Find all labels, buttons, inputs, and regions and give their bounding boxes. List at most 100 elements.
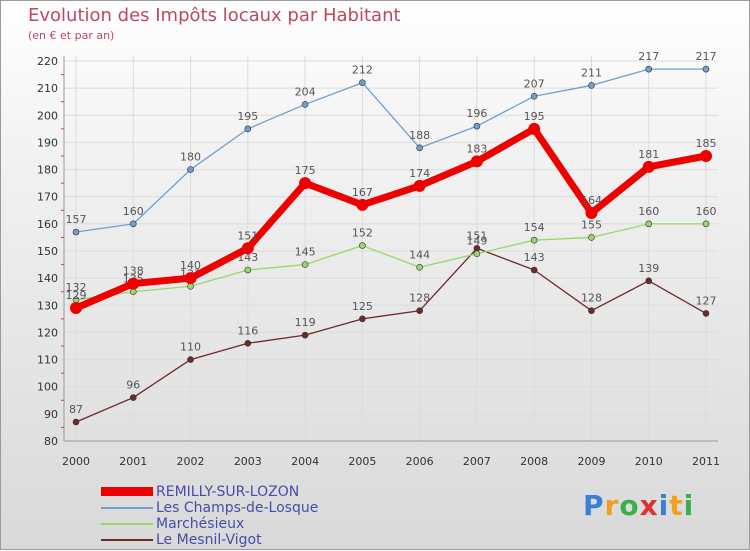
data-point (473, 122, 481, 130)
x-tick-label: 2000 (62, 455, 90, 468)
x-tick-label: 2011 (692, 455, 720, 468)
data-point (359, 315, 366, 323)
data-label: 211 (581, 66, 602, 79)
legend-swatch (101, 523, 153, 525)
data-point (356, 198, 369, 211)
x-tick-label: 2008 (520, 455, 548, 468)
x-tick-label: 2001 (119, 455, 147, 468)
data-point (129, 220, 137, 228)
legend-swatch (101, 487, 153, 496)
y-tick-label: 140 (37, 272, 58, 285)
y-tick-label: 190 (37, 136, 58, 149)
data-point (642, 160, 655, 173)
data-point (187, 282, 194, 290)
logo-letter: o (619, 489, 640, 522)
data-point (588, 234, 595, 241)
data-label: 160 (696, 205, 717, 218)
data-label: 149 (466, 235, 487, 248)
y-tick-label: 80 (44, 435, 58, 448)
data-point (301, 331, 309, 339)
data-label: 174 (409, 167, 430, 180)
data-label: 217 (638, 50, 659, 63)
legend-label: REMILLY-SUR-LOZON (156, 484, 300, 500)
data-label: 160 (123, 205, 144, 218)
data-point (359, 79, 366, 87)
y-tick-label: 150 (37, 245, 58, 258)
y-tick-label: 160 (37, 218, 58, 231)
data-point (244, 266, 252, 274)
data-point (645, 65, 653, 73)
data-label: 212 (352, 64, 373, 77)
data-label: 217 (696, 50, 717, 63)
data-label: 195 (237, 110, 258, 123)
data-label: 180 (180, 151, 201, 164)
data-point (528, 122, 541, 135)
data-label: 204 (295, 85, 316, 98)
logo-letter: r (604, 489, 620, 522)
data-label: 154 (524, 221, 545, 234)
data-label: 155 (581, 218, 602, 231)
x-tick-label: 2004 (291, 455, 319, 468)
chart-title: Evolution des Impôts locaux par Habitant (28, 5, 401, 26)
data-label: 160 (638, 205, 659, 218)
data-label: 164 (581, 194, 602, 207)
data-label: 167 (352, 186, 373, 199)
data-point (359, 242, 366, 249)
data-point (530, 266, 538, 274)
data-point (645, 277, 653, 285)
data-point (530, 236, 538, 244)
y-tick-label: 220 (37, 55, 58, 68)
y-tick-label: 200 (37, 109, 58, 122)
data-point (184, 272, 197, 285)
data-label: 181 (638, 148, 659, 161)
y-tick-label: 120 (37, 326, 58, 339)
logo-letter: i (683, 489, 695, 522)
data-point (70, 302, 82, 314)
data-point (473, 250, 481, 258)
data-label: 143 (524, 251, 545, 264)
data-point (244, 339, 252, 347)
data-point (72, 418, 80, 426)
legend-label: Les Champs-de-Losque (156, 500, 319, 516)
data-point (301, 101, 309, 108)
data-point (299, 177, 312, 190)
data-label: 195 (524, 110, 545, 123)
data-point (645, 220, 653, 228)
x-tick-label: 2007 (463, 455, 491, 468)
data-point (702, 220, 710, 228)
x-tick-label: 2006 (406, 455, 434, 468)
data-point (72, 228, 80, 236)
y-tick-label: 90 (44, 408, 58, 421)
x-tick-label: 2002 (177, 455, 205, 468)
data-point (530, 92, 538, 100)
legend-swatch (101, 539, 153, 541)
data-label: 157 (66, 213, 87, 226)
y-tick-label: 130 (37, 299, 58, 312)
data-point (301, 261, 309, 268)
legend-swatch (101, 507, 153, 509)
series-line (74, 125, 707, 312)
proxiti-logo: Proxiti (583, 489, 694, 522)
data-label: 138 (123, 265, 144, 278)
data-label: 144 (409, 248, 430, 261)
data-point (585, 207, 598, 219)
data-point (588, 307, 595, 315)
data-label: 183 (466, 142, 487, 155)
y-tick-label: 210 (37, 82, 58, 95)
data-point (416, 263, 423, 271)
data-point (413, 179, 426, 192)
data-label: 139 (638, 262, 659, 275)
data-point (129, 288, 137, 296)
logo-letter: P (583, 489, 605, 522)
x-tick-label: 2003 (234, 455, 262, 468)
data-label: 116 (237, 324, 258, 337)
plot-area (64, 56, 718, 441)
data-point (187, 356, 194, 363)
data-label: 196 (466, 107, 487, 120)
y-tick-label: 170 (37, 191, 58, 204)
data-label: 132 (66, 281, 87, 294)
data-point (187, 166, 194, 173)
series-line (75, 68, 706, 233)
data-label: 188 (409, 129, 430, 142)
